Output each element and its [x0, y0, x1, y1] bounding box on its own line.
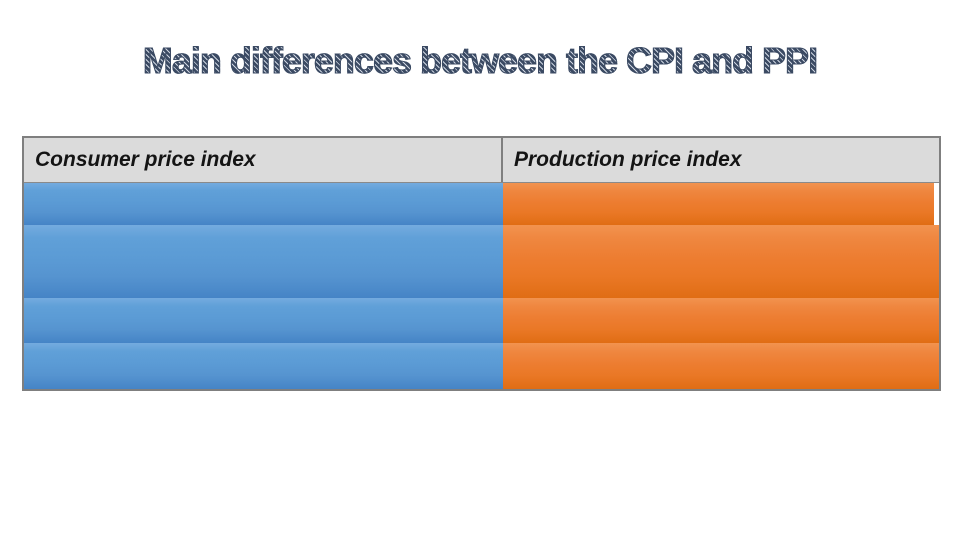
- ppi-cell: [503, 343, 939, 389]
- table-body: [24, 183, 939, 389]
- table-row: [24, 343, 939, 389]
- cpi-cell: [24, 225, 503, 298]
- slide-title: Main differences between the CPI and PPI: [0, 36, 960, 86]
- cpi-cell: [24, 343, 503, 389]
- cpi-cell: [24, 183, 503, 225]
- header-cell-consumer-price-index: Consumer price index: [24, 138, 503, 182]
- header-cell-production-price-index: Production price index: [503, 138, 939, 182]
- table-row: [24, 183, 939, 225]
- ppi-cell: [503, 183, 934, 225]
- cpi-cell: [24, 298, 503, 343]
- table-row: [24, 225, 939, 298]
- ppi-cell: [503, 298, 939, 343]
- table-header-row: Consumer price index Production price in…: [24, 138, 939, 183]
- comparison-table: Consumer price index Production price in…: [22, 136, 941, 391]
- ppi-cell: [503, 225, 939, 298]
- table-row: [24, 298, 939, 343]
